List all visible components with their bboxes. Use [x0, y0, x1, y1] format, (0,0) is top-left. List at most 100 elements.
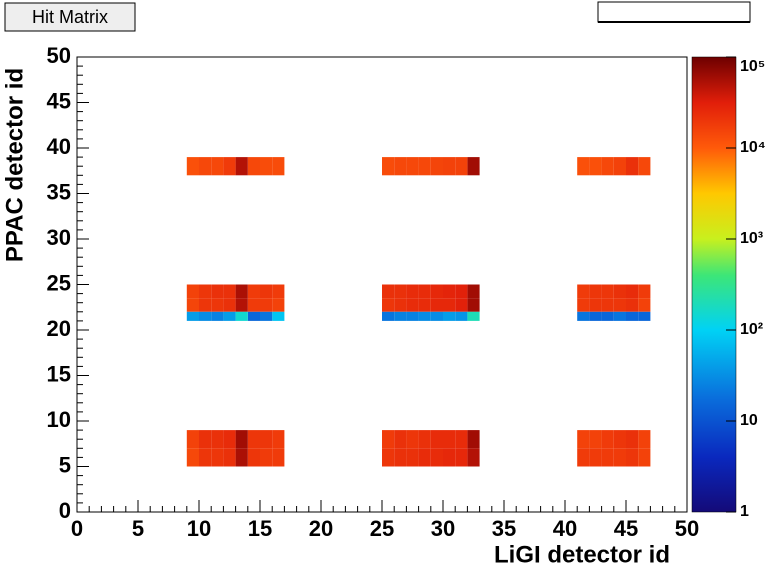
- heatmap-cell: [406, 157, 419, 176]
- heatmap-cell: [211, 298, 224, 312]
- heatmap-cell: [272, 448, 285, 467]
- heatmap-cell: [260, 284, 273, 299]
- heatmap-cell: [199, 430, 212, 449]
- color-bar: [691, 56, 737, 513]
- heatmap-cell: [443, 157, 456, 176]
- heatmap-cell: [394, 284, 407, 299]
- heatmap-cell: [247, 448, 260, 467]
- heatmap-cell: [455, 448, 468, 467]
- heatmap-cell: [613, 448, 626, 467]
- heatmap-cell: [455, 157, 468, 176]
- heatmap-cell: [382, 298, 395, 312]
- heatmap-cell: [260, 298, 273, 312]
- x-tick-label: 45: [614, 516, 638, 541]
- heatmap-cell: [235, 157, 248, 176]
- heatmap-cell: [247, 311, 260, 321]
- x-tick-label: 20: [309, 516, 333, 541]
- heatmap-cell: [638, 284, 651, 299]
- heatmap-cell: [638, 448, 651, 467]
- heatmap-cell: [223, 157, 236, 176]
- y-tick-label: 30: [47, 225, 71, 250]
- x-tick-label: 50: [675, 516, 699, 541]
- heatmap-cell: [272, 298, 285, 312]
- z-tick-label: 10⁵: [740, 58, 765, 75]
- heatmap-cell: [638, 157, 651, 176]
- heatmap-cell: [223, 448, 236, 467]
- y-tick-label: 40: [47, 134, 71, 159]
- heatmap-cell: [467, 430, 480, 449]
- heatmap-cell: [272, 430, 285, 449]
- heatmap-cell: [613, 284, 626, 299]
- heatmap-cell: [382, 448, 395, 467]
- heatmap-cell: [589, 157, 602, 176]
- heatmap-cell: [626, 311, 639, 321]
- z-tick-label: 10: [740, 412, 758, 429]
- x-tick-label: 10: [187, 516, 211, 541]
- heatmap-cell: [455, 430, 468, 449]
- heatmap-cell: [467, 298, 480, 312]
- heatmap-cell: [406, 284, 419, 299]
- y-tick-label: 10: [47, 407, 71, 432]
- heatmap-cell: [272, 157, 285, 176]
- heatmap-cell: [382, 430, 395, 449]
- heatmap-cell: [455, 311, 468, 321]
- heatmap-cell: [577, 284, 590, 299]
- y-tick-label: 25: [47, 270, 71, 295]
- heatmap-cell: [589, 298, 602, 312]
- x-tick-label: 30: [431, 516, 455, 541]
- heatmap-cell: [199, 157, 212, 176]
- heatmap-cell: [626, 157, 639, 176]
- heatmap-cell: [443, 448, 456, 467]
- heatmap-cell: [272, 311, 285, 321]
- heatmap-cell: [589, 448, 602, 467]
- heatmap-cell: [467, 284, 480, 299]
- heatmap-cell: [247, 298, 260, 312]
- heatmap-cell: [613, 157, 626, 176]
- stats-box: [597, 1, 751, 23]
- heatmap-cell: [394, 311, 407, 321]
- heatmap-cell: [418, 284, 431, 299]
- heatmap-cell: [211, 448, 224, 467]
- heatmap-cell: [223, 311, 236, 321]
- heatmap-cell: [638, 298, 651, 312]
- heatmap-cell: [394, 157, 407, 176]
- heatmap-cell: [467, 157, 480, 176]
- heatmap-cell: [577, 430, 590, 449]
- stats-box-frame: [597, 1, 751, 23]
- heatmap-cell: [443, 430, 456, 449]
- heatmap-cell: [394, 448, 407, 467]
- heatmap-cell: [406, 298, 419, 312]
- heatmap-cell: [626, 284, 639, 299]
- y-tick-label: 0: [59, 498, 71, 523]
- heatmap-cell: [235, 448, 248, 467]
- heatmap-cell: [577, 311, 590, 321]
- x-tick-label: 5: [132, 516, 144, 541]
- heatmap-cell: [626, 298, 639, 312]
- heatmap-cell: [443, 284, 456, 299]
- heatmap-cell: [235, 311, 248, 321]
- y-tick-label: 45: [47, 88, 71, 113]
- heatmap-cell: [418, 430, 431, 449]
- y-tick-label: 20: [47, 316, 71, 341]
- heatmap-cell: [394, 298, 407, 312]
- heatmap-cell: [235, 430, 248, 449]
- heatmap-cell: [186, 430, 199, 449]
- x-tick-label: 40: [553, 516, 577, 541]
- y-tick-label: 15: [47, 361, 71, 386]
- x-tick-label: 15: [248, 516, 272, 541]
- y-axis-label: PPAC detector id: [1, 68, 28, 262]
- heatmap-cell: [382, 311, 395, 321]
- heatmap-cell: [394, 430, 407, 449]
- heatmap-cell: [613, 430, 626, 449]
- heatmap-cell: [211, 311, 224, 321]
- heatmap-cell: [430, 284, 443, 299]
- heatmap-cell: [601, 311, 614, 321]
- z-tick-label: 1: [740, 503, 749, 520]
- heatmap-cell: [601, 298, 614, 312]
- heatmap-cell: [247, 430, 260, 449]
- heatmap-cell: [260, 311, 273, 321]
- heatmap-cell: [430, 157, 443, 176]
- heatmap-cell: [430, 430, 443, 449]
- heatmap-cell: [272, 284, 285, 299]
- heatmap-cell: [589, 430, 602, 449]
